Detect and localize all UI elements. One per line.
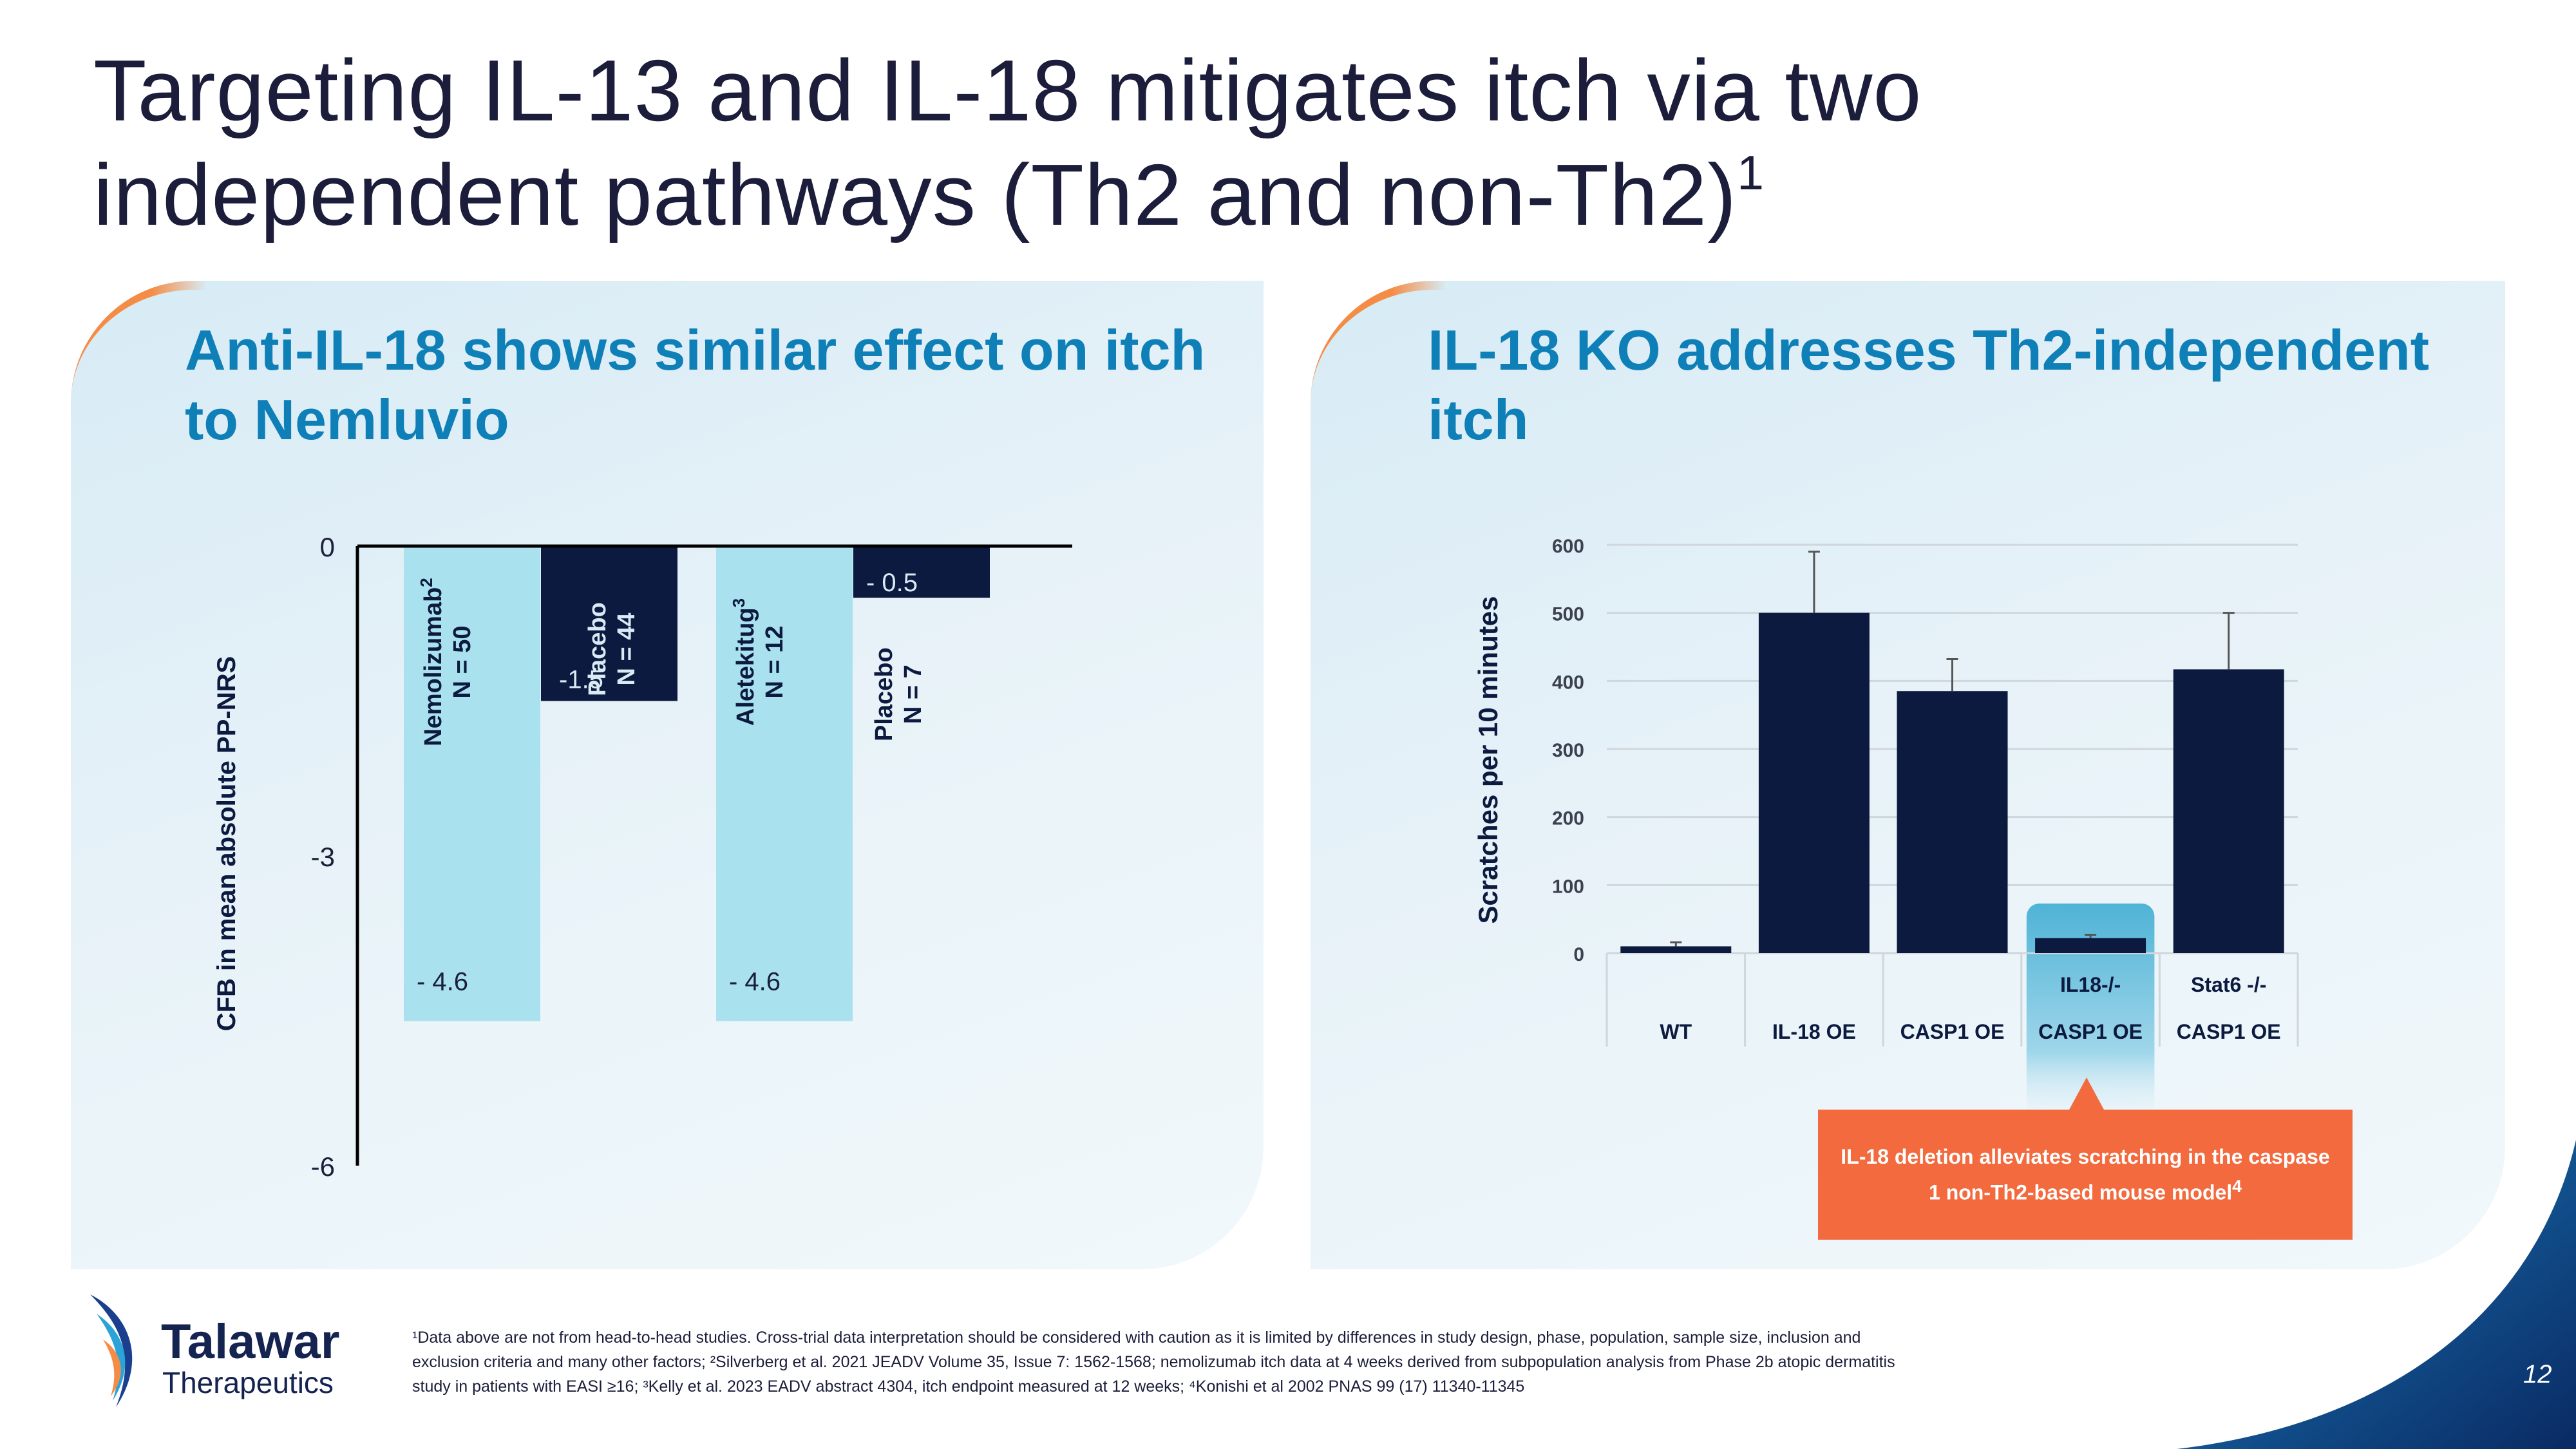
data-label: - 4.6 bbox=[729, 968, 781, 996]
y-tick-label: 0 bbox=[1573, 944, 1584, 965]
y-tick-label: 400 bbox=[1552, 672, 1584, 693]
logo-subtitle: Therapeutics bbox=[162, 1366, 334, 1399]
bar bbox=[716, 546, 853, 1021]
y-tick-label: 600 bbox=[1552, 536, 1584, 557]
x-tick-label-top: Stat6 -/- bbox=[2191, 973, 2266, 996]
slide-title: Targeting IL-13 and IL-18 mitigates itch… bbox=[93, 42, 1922, 243]
x-tick-label: WT bbox=[1660, 1020, 1692, 1043]
x-tick-label: CASP1 OE bbox=[2038, 1020, 2143, 1043]
bar-name-label: Nemolizumab2 bbox=[417, 578, 447, 746]
y-tick-label: 100 bbox=[1552, 876, 1584, 897]
right-panel-heading: IL-18 KO addresses Th2-independent itch bbox=[1428, 318, 2429, 451]
bar bbox=[1620, 946, 1732, 953]
bar bbox=[404, 546, 540, 1021]
footnote-line: ¹Data above are not from head-to-head st… bbox=[412, 1329, 1861, 1347]
y-tick-label: -6 bbox=[311, 1151, 335, 1182]
data-label: - 0.5 bbox=[866, 569, 918, 597]
callout-box: IL-18 deletion alleviates scratching in … bbox=[1818, 1110, 2353, 1240]
bar-n-label: N = 12 bbox=[761, 625, 788, 698]
decorative-swoosh bbox=[2177, 1140, 2576, 1449]
callout-arrow bbox=[2069, 1077, 2105, 1111]
page-number: 12 bbox=[2523, 1360, 2552, 1388]
company-logo: Talawar Therapeutics bbox=[77, 1288, 374, 1410]
bar bbox=[2035, 938, 2146, 953]
y-tick-label: 500 bbox=[1552, 604, 1584, 625]
left-panel-heading: Anti-IL-18 shows similar effect on itch … bbox=[185, 318, 1206, 451]
x-tick-label: CASP1 OE bbox=[1900, 1020, 2005, 1043]
y-tick-label: 200 bbox=[1552, 808, 1584, 829]
footnote-line: study in patients with EASI ≥16; ³Kelly … bbox=[412, 1378, 1525, 1396]
y-tick-label: 0 bbox=[320, 532, 335, 562]
x-tick-label: IL-18 OE bbox=[1772, 1020, 1856, 1043]
left-panel: Anti-IL-18 shows similar effect on itch … bbox=[71, 281, 1264, 1269]
x-tick-label: CASP1 OE bbox=[2177, 1020, 2281, 1043]
bar bbox=[541, 546, 677, 701]
bar-name-label: Placebo bbox=[584, 602, 611, 696]
y-tick-label: 300 bbox=[1552, 740, 1584, 761]
bar bbox=[2173, 669, 2284, 953]
logo-name: Talawar bbox=[161, 1314, 340, 1369]
footnote-marker: 3 bbox=[729, 598, 748, 607]
x-tick-label-top: IL18-/- bbox=[2060, 973, 2121, 996]
bar-name-label: Aletekitug3 bbox=[729, 598, 759, 726]
footnote-line: exclusion criteria and many other factor… bbox=[412, 1353, 1895, 1371]
footnote-marker: 2 bbox=[417, 578, 436, 587]
bar bbox=[853, 546, 990, 598]
highlight-box bbox=[2026, 904, 2155, 1116]
y-axis-label: CFB in mean absolute PP-NRS bbox=[213, 656, 241, 1031]
logo-mark-icon bbox=[90, 1294, 133, 1407]
footnote: ¹Data above are not from head-to-head st… bbox=[412, 1325, 2099, 1399]
bar bbox=[1897, 691, 2008, 953]
bar bbox=[1758, 612, 1870, 953]
bar-n-label: N = 7 bbox=[900, 665, 927, 724]
data-label: - 4.6 bbox=[417, 968, 468, 996]
y-axis-label: Scratches per 10 minutes bbox=[1473, 596, 1503, 924]
y-tick-label: -3 bbox=[311, 842, 335, 872]
bar-name-label: Placebo bbox=[871, 647, 898, 741]
bar-n-label: N = 44 bbox=[613, 612, 640, 685]
bar-n-label: N = 50 bbox=[449, 625, 476, 698]
data-label: -1.5 bbox=[559, 666, 603, 694]
